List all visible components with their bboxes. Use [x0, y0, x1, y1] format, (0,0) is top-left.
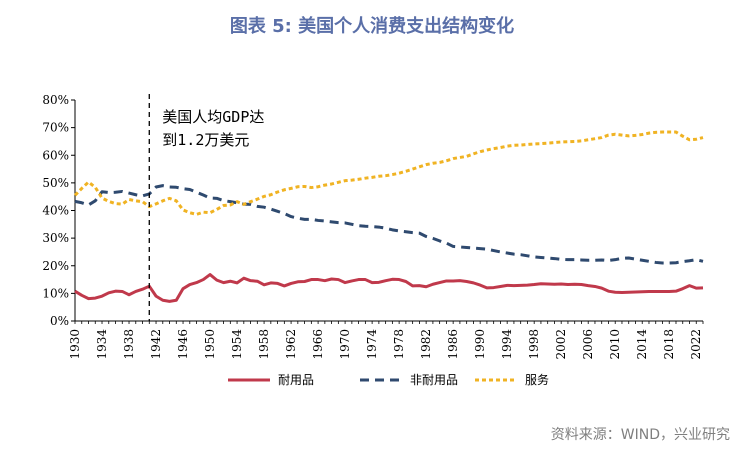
x-tick-label: 2002 — [554, 329, 568, 360]
x-tick-label: 1990 — [473, 329, 487, 360]
x-tick-label: 2010 — [608, 329, 622, 360]
y-tick-label: 10% — [42, 286, 69, 300]
x-tick-label: 1930 — [68, 329, 82, 360]
x-tick-label: 1994 — [500, 329, 514, 360]
y-tick-label: 30% — [42, 231, 69, 245]
source-note: 资料来源：WIND，兴业研究 — [550, 427, 730, 443]
chart-title: 图表 5: 美国个人消费支出结构变化 — [229, 16, 515, 37]
annotation-text: 到1.2万美元 — [162, 131, 249, 149]
series-line-durable — [74, 273, 704, 303]
series-layer — [73, 130, 704, 303]
x-tick-label: 1950 — [203, 329, 217, 360]
x-tick-label: 1958 — [257, 329, 271, 360]
annotation-text: 美国人均GDP达 — [162, 108, 264, 126]
chart-axes: 0% 10% 20% 30% 40% 50% 60% 70% 80% 1930 1934 1938 19… — [42, 93, 704, 360]
x-tick-label: 1970 — [338, 329, 352, 360]
series-line-nondurable — [74, 184, 704, 265]
x-tick-label: 1974 — [365, 329, 379, 360]
x-tick-label: 1998 — [527, 329, 541, 360]
legend-label-nondurable: 非耐用品 — [410, 373, 458, 387]
legend-label-durable: 耐用品 — [278, 373, 314, 387]
legend-label-services: 服务 — [525, 372, 549, 387]
x-tick-label: 1982 — [419, 329, 433, 360]
x-tick-label: 1978 — [392, 329, 406, 360]
y-tick-label: 80% — [42, 93, 69, 107]
x-tick-label: 1954 — [230, 329, 244, 360]
x-tick-label: 1946 — [176, 329, 190, 360]
y-tick-label: 40% — [42, 204, 69, 218]
x-tick-label: 1938 — [122, 329, 136, 360]
series-line-services — [73, 130, 704, 216]
x-tick-label: 1942 — [149, 329, 163, 360]
x-tick-label: 1986 — [446, 329, 460, 360]
x-tick-label: 1966 — [311, 329, 325, 360]
x-tick-label: 2014 — [635, 329, 649, 360]
x-tick-label: 1962 — [284, 329, 298, 360]
y-tick-label: 0% — [50, 314, 69, 328]
chart-legend: 耐用品 非耐用品 服务 — [228, 372, 549, 387]
y-tick-label: 70% — [42, 121, 69, 135]
y-tick-label: 60% — [42, 148, 69, 162]
x-tick-label: 2006 — [581, 329, 595, 360]
x-tick-label: 2022 — [689, 329, 703, 360]
x-tick-label: 2018 — [662, 329, 676, 360]
x-tick-label: 1934 — [95, 329, 109, 360]
y-tick-label: 50% — [42, 176, 69, 190]
y-tick-label: 20% — [42, 259, 69, 273]
